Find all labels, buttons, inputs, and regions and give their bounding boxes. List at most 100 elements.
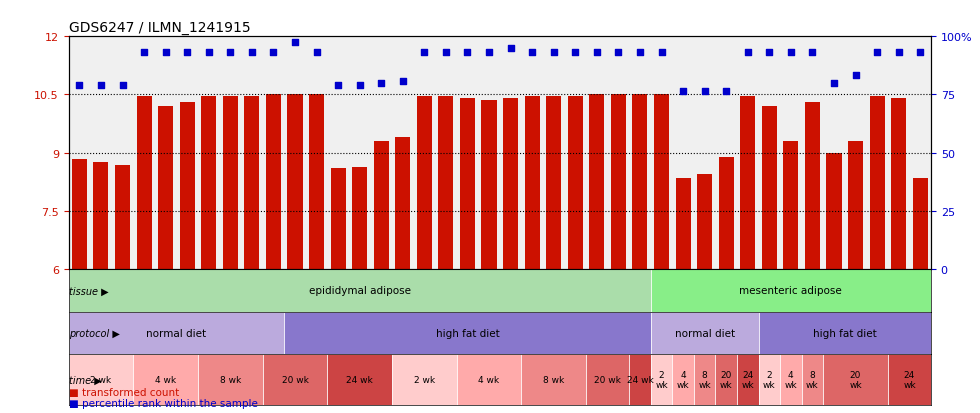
Text: 4 wk: 4 wk [155,375,176,384]
Point [201,50,217,56]
Point [309,50,324,56]
Point [848,73,863,79]
Bar [912,178,928,270]
FancyBboxPatch shape [69,354,133,405]
Bar [460,99,475,270]
Point [589,50,605,56]
FancyBboxPatch shape [327,354,392,405]
Bar [503,99,518,270]
Bar [546,97,562,270]
Text: high fat diet: high fat diet [435,328,500,338]
Bar [179,103,195,270]
Text: 8 wk: 8 wk [220,375,241,384]
Bar [740,97,756,270]
Text: 4 wk: 4 wk [478,375,500,384]
Text: 20
wk: 20 wk [720,370,732,389]
Text: protocol ▶: protocol ▶ [69,328,120,338]
Text: ■ transformed count: ■ transformed count [69,387,178,397]
Point [718,88,734,95]
Text: 24
wk: 24 wk [742,370,754,389]
Text: 2
wk: 2 wk [656,370,667,389]
Text: 24 wk: 24 wk [626,375,654,384]
Point [93,82,109,89]
Bar [567,97,583,270]
Bar [266,95,281,270]
Point [654,50,669,56]
Bar [805,103,820,270]
FancyBboxPatch shape [284,312,651,354]
Bar [718,157,734,270]
Bar [481,101,497,270]
Text: ■ percentile rank within the sample: ■ percentile rank within the sample [69,398,258,408]
FancyBboxPatch shape [69,270,651,312]
Point [912,50,928,56]
Bar [309,95,324,270]
FancyBboxPatch shape [69,312,284,354]
Bar [761,107,777,270]
Text: 8
wk: 8 wk [807,370,818,389]
FancyBboxPatch shape [263,354,327,405]
Bar [72,159,87,270]
Bar [697,175,712,270]
Text: 20 wk: 20 wk [281,375,309,384]
Bar [869,97,885,270]
Bar [826,153,842,270]
Bar [352,168,368,270]
FancyBboxPatch shape [759,354,780,405]
Bar [891,99,907,270]
FancyBboxPatch shape [715,354,737,405]
Point [373,81,389,87]
Bar [330,169,346,270]
Text: 4
wk: 4 wk [677,370,689,389]
Point [891,50,907,56]
FancyBboxPatch shape [133,354,198,405]
Bar [115,166,130,270]
Point [524,50,540,56]
Point [632,50,648,56]
Bar [222,97,238,270]
Text: 8
wk: 8 wk [699,370,710,389]
FancyBboxPatch shape [672,354,694,405]
FancyBboxPatch shape [457,354,521,405]
Point [783,50,799,56]
FancyBboxPatch shape [759,312,931,354]
FancyBboxPatch shape [629,354,651,405]
Point [546,50,562,56]
Bar [244,97,260,270]
FancyBboxPatch shape [392,354,457,405]
Text: 20
wk: 20 wk [850,370,861,389]
Point [438,50,454,56]
Text: high fat diet: high fat diet [812,328,877,338]
Point [115,82,130,89]
Text: 20 wk: 20 wk [594,375,621,384]
Bar [848,142,863,270]
Bar [438,97,454,270]
Bar [201,97,217,270]
Text: 24 wk: 24 wk [346,375,373,384]
Point [697,88,712,95]
Text: mesenteric adipose: mesenteric adipose [740,286,842,296]
Point [244,50,260,56]
FancyBboxPatch shape [651,270,931,312]
Bar [611,95,626,270]
Point [158,50,173,56]
FancyBboxPatch shape [802,354,823,405]
Point [503,45,518,52]
Point [761,50,777,56]
Text: tissue ▶: tissue ▶ [69,286,109,296]
Point [72,82,87,89]
Point [352,82,368,89]
Text: 8 wk: 8 wk [543,375,564,384]
FancyBboxPatch shape [521,354,586,405]
FancyBboxPatch shape [888,354,931,405]
FancyBboxPatch shape [651,354,672,405]
Point [136,50,152,56]
Text: 2
wk: 2 wk [763,370,775,389]
Point [481,50,497,56]
Text: GDS6247 / ILMN_1241915: GDS6247 / ILMN_1241915 [69,21,250,35]
Bar [395,138,411,270]
Text: epididymal adipose: epididymal adipose [309,286,411,296]
Point [266,50,281,56]
Point [287,40,303,46]
Point [740,50,756,56]
